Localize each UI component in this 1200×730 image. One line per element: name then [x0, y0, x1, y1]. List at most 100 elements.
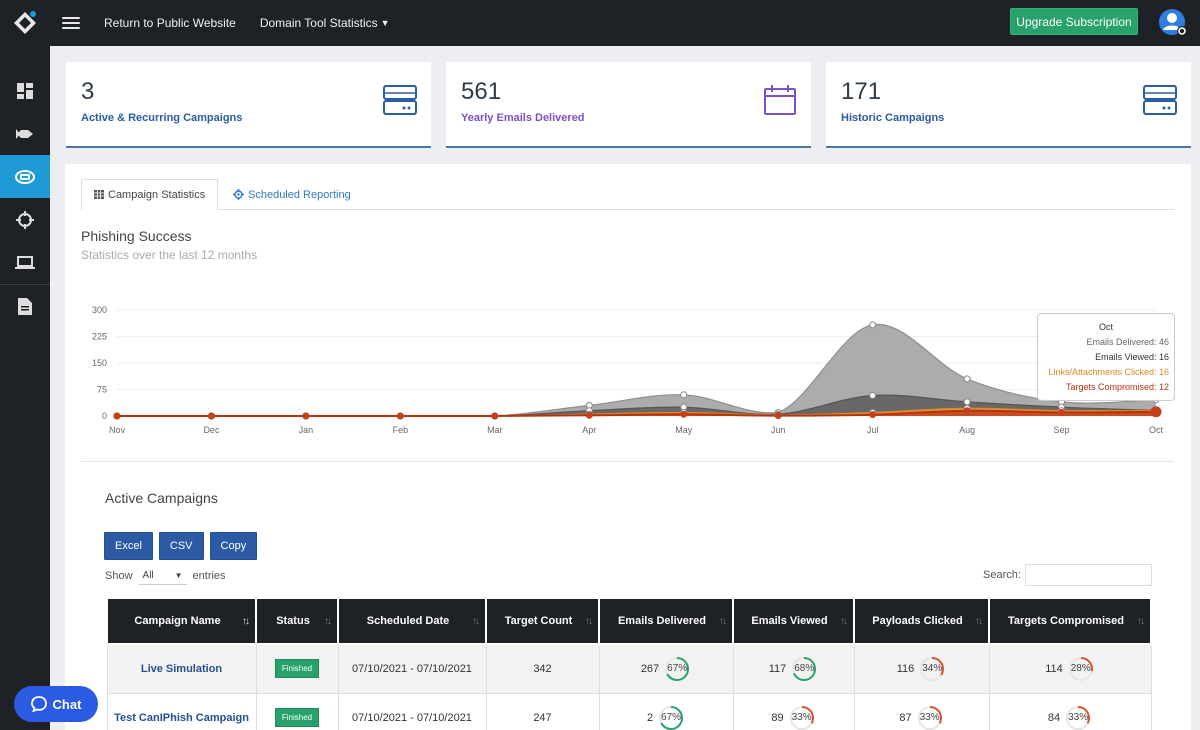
chat-button[interactable]: Chat: [14, 686, 98, 722]
target-count: 247: [485, 692, 600, 730]
stat-label: Historic Campaigns: [841, 112, 945, 124]
x-tick-label: Jan: [299, 425, 314, 435]
fish-icon: [16, 128, 33, 139]
tooltip-line-clicked: Links/Attachments Clicked: 16: [1048, 367, 1169, 377]
chart-title: Phishing Success: [81, 228, 192, 244]
x-tick-label: Nov: [109, 425, 126, 435]
data-point: [302, 412, 310, 420]
sidebar-item-campaigns[interactable]: [0, 155, 50, 198]
tooltip-line-viewed: Emails Viewed: 16: [1095, 352, 1169, 362]
sort-icon: ↑↓: [324, 616, 332, 627]
search-input[interactable]: [1024, 564, 1152, 586]
x-tick-label: Sep: [1054, 425, 1070, 435]
laptop-icon: [15, 255, 35, 269]
data-point: [585, 411, 593, 419]
tab-campaign-statistics[interactable]: Campaign Statistics: [81, 179, 219, 210]
sort-icon: ↑↓: [840, 616, 848, 627]
stat-value: 561: [461, 78, 502, 105]
x-tick-label: May: [675, 425, 693, 435]
tooltip-line-delivered: Emails Delivered: 46: [1086, 337, 1169, 347]
chart-subtitle: Statistics over the last 12 months: [81, 248, 258, 262]
caret-down-icon: ▼: [380, 18, 390, 28]
x-tick-label: Apr: [582, 425, 596, 435]
excel-button[interactable]: Excel: [104, 532, 153, 560]
x-tick-label: Dec: [203, 425, 220, 435]
tooltip-title: Oct: [1098, 322, 1113, 332]
percent-ring: 33%: [1064, 704, 1092, 730]
col-emails-viewed[interactable]: Emails Viewed ↑↓: [732, 597, 855, 645]
stat-value: 3: [81, 78, 95, 105]
sort-icon: ↑↓: [472, 616, 480, 627]
phishing-icon: [15, 169, 35, 184]
campaign-name-link[interactable]: Live Simulation: [140, 662, 223, 675]
col-campaign-name[interactable]: Campaign Name ↑↓: [106, 597, 257, 645]
sidebar-item-reports[interactable]: [0, 285, 50, 328]
tooltip-line-compromised: Targets Compromised: 12: [1065, 382, 1169, 392]
domain-tool-statistics-dropdown[interactable]: Domain Tool Statistics ▼: [259, 16, 390, 30]
col-targets-compromised[interactable]: Targets Compromised ↑↓: [988, 597, 1152, 645]
sidebar-item-targets[interactable]: [0, 198, 50, 241]
table-search: Search:: [983, 564, 1152, 586]
sidebar: [0, 46, 50, 730]
dashboard-icon: [17, 82, 33, 99]
metric-delivered: 2 67%: [647, 704, 685, 730]
col-status[interactable]: Status ↑↓: [255, 597, 339, 645]
data-point: [396, 412, 404, 420]
return-public-website-link[interactable]: Return to Public Website: [104, 16, 236, 30]
x-tick-label: Aug: [959, 425, 975, 435]
col-target-count[interactable]: Target Count ↑↓: [485, 597, 600, 645]
col-scheduled-date[interactable]: Scheduled Date ↑↓: [337, 597, 487, 645]
col-payloads-clicked[interactable]: Payloads Clicked ↑↓: [853, 597, 990, 645]
stat-label: Yearly Emails Delivered: [461, 112, 585, 124]
stat-label: Active & Recurring Campaigns: [81, 112, 243, 124]
y-tick-label: 300: [92, 305, 107, 315]
percent-ring: 28%: [1067, 655, 1095, 683]
campaign-name-link[interactable]: Test CanIPhish Campaign: [114, 711, 249, 724]
data-point: [774, 412, 782, 420]
table-row[interactable]: Live Simulation Finished 07/10/2021 - 07…: [106, 643, 1152, 694]
gear-icon: [233, 189, 244, 200]
upgrade-subscription-button[interactable]: Upgrade Subscription: [1010, 8, 1138, 35]
metric-clicked: 116 34%: [897, 655, 947, 683]
logo-icon: [14, 11, 36, 34]
user-avatar[interactable]: [1158, 8, 1188, 38]
sidebar-item-dashboard[interactable]: [0, 69, 50, 112]
status-badge: Finished: [274, 708, 320, 727]
scheduled-date: 07/10/2021 - 07/10/2021: [337, 692, 487, 730]
sort-icon: ↑↓: [585, 616, 593, 627]
csv-button[interactable]: CSV: [158, 532, 204, 560]
percent-ring: 34%: [918, 655, 946, 683]
top-bar: Return to Public Website Domain Tool Sta…: [0, 0, 1200, 46]
series-line: [117, 409, 1157, 417]
app-logo[interactable]: [0, 0, 50, 46]
tab-scheduled-reporting[interactable]: Scheduled Reporting: [221, 179, 363, 210]
percent-ring: 68%: [790, 655, 818, 683]
chart-tooltip: Oct Emails Delivered: 46 Emails Viewed: …: [1037, 313, 1175, 401]
data-point: [1058, 408, 1066, 416]
document-icon: [18, 298, 32, 315]
stat-card-active-campaigns: 3 Active & Recurring Campaigns: [66, 62, 431, 148]
sidebar-item-training[interactable]: [0, 241, 50, 284]
x-tick-label: Mar: [487, 425, 503, 435]
sidebar-item-phishing-hook[interactable]: [0, 112, 50, 155]
data-point: [680, 410, 688, 418]
chart-svg: 0 75 150 225 300 Nov Dec Jan Feb Mar Apr May Jun Jul A…: [92, 305, 1164, 435]
data-point: [680, 391, 688, 399]
chevron-down-icon: ▼: [174, 571, 183, 580]
active-campaigns-title: Active Campaigns: [105, 490, 218, 506]
main-panel: Campaign Statistics Scheduled Reporting …: [65, 164, 1191, 730]
export-buttons: Excel CSV Copy: [104, 532, 258, 560]
table-row[interactable]: Test CanIPhish Campaign Finished 07/10/2…: [106, 692, 1152, 730]
section-divider: [81, 461, 1174, 462]
copy-button[interactable]: Copy: [209, 532, 258, 560]
calendar-icon: [763, 84, 797, 121]
col-emails-delivered[interactable]: Emails Delivered ↑↓: [598, 597, 734, 645]
menu-toggle-icon[interactable]: [62, 17, 80, 29]
entries-select[interactable]: All ▼: [138, 567, 187, 585]
percent-ring: 67%: [657, 704, 685, 730]
percent-ring: 67%: [663, 655, 691, 683]
percent-ring: 33%: [916, 704, 944, 730]
percent-ring: 33%: [788, 704, 816, 730]
data-point: [963, 375, 971, 383]
data-point: [869, 321, 877, 329]
